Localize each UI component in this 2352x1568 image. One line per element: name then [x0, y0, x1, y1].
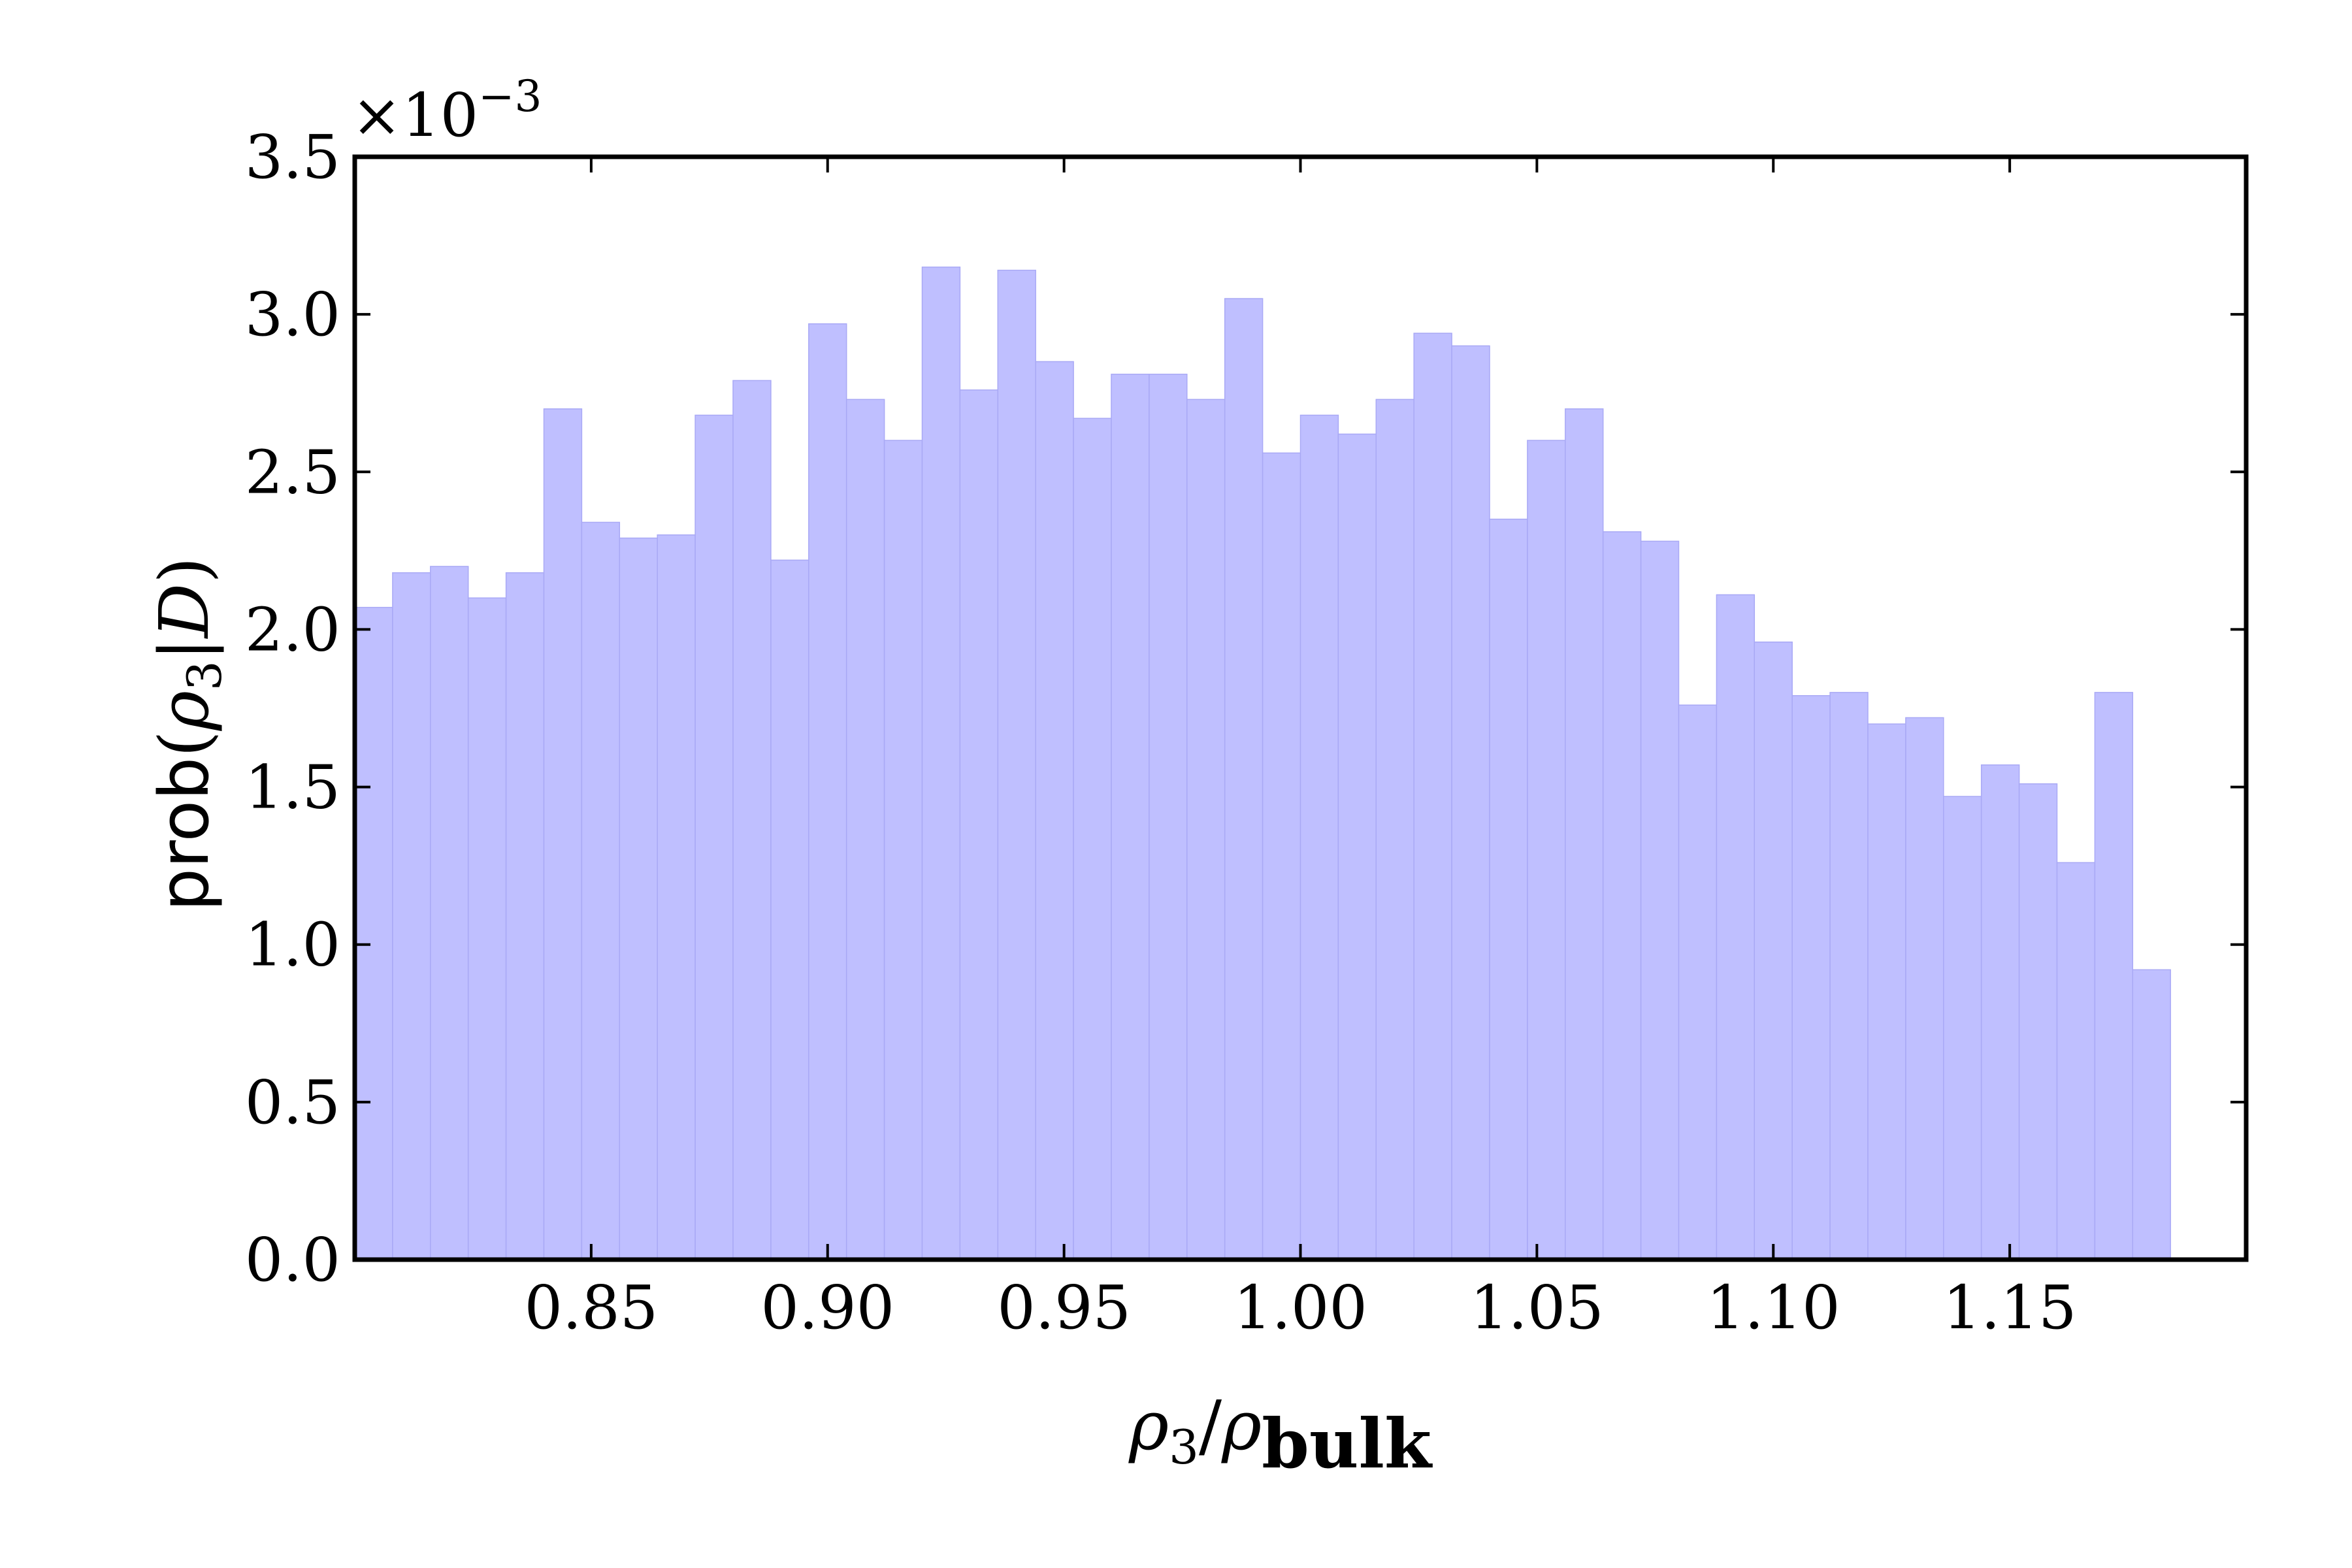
- y-tick-label: 0.0: [245, 1225, 340, 1295]
- histogram-bar: [1716, 594, 1756, 1260]
- histogram-bar: [1489, 518, 1528, 1260]
- histogram-bar: [921, 267, 961, 1260]
- histogram-bar: [1262, 452, 1301, 1260]
- histogram-bar: [1565, 408, 1604, 1260]
- histogram-bar: [430, 566, 469, 1260]
- histogram-bar: [1980, 764, 2020, 1260]
- histogram-bar: [354, 606, 393, 1260]
- histogram-bar: [1678, 704, 1718, 1260]
- histogram-bar: [1905, 717, 1944, 1260]
- histogram-bar: [543, 408, 583, 1260]
- histogram-bar: [1035, 361, 1074, 1260]
- y-tick-label: 2.5: [245, 437, 340, 507]
- histogram-bar: [732, 380, 772, 1260]
- histogram-bar: [1186, 399, 1226, 1260]
- x-tick-labels: 0.85 0.90 0.95 1.00 1.05 1.10 1.15: [524, 1273, 2076, 1343]
- histogram-bar: [1149, 374, 1188, 1260]
- histogram-bar: [770, 559, 809, 1260]
- histogram-bar: [1640, 540, 1680, 1260]
- histogram-bar: [1451, 345, 1490, 1260]
- histogram-bar: [694, 414, 734, 1260]
- x-tick-label: 0.90: [760, 1273, 894, 1343]
- y-axis-label: prob(ρ3|D): [144, 557, 232, 911]
- histogram-bar: [2132, 969, 2171, 1260]
- histogram-bar: [1111, 374, 1150, 1260]
- histogram-bar: [619, 537, 658, 1260]
- histogram-bar: [1527, 440, 1566, 1260]
- x-tick-label: 1.10: [1707, 1273, 1840, 1343]
- histogram-bar: [392, 572, 431, 1260]
- histogram-bar: [505, 572, 545, 1260]
- histogram-bar: [1413, 333, 1452, 1260]
- y-multiplier-exponent: −3: [478, 71, 542, 122]
- y-tick-label: 1.5: [245, 753, 340, 823]
- y-tick-labels: 0.0 0.5 1.0 1.5 2.0 2.5 3.0 3.5: [245, 122, 340, 1295]
- histogram-bar: [1829, 692, 1869, 1260]
- histogram-bar: [1791, 694, 1831, 1260]
- y-multiplier: ×10−3: [351, 71, 542, 150]
- histogram-bar: [1943, 796, 1982, 1260]
- y-tick-label: 2.0: [245, 595, 340, 664]
- y-tick-label: 1.0: [245, 910, 340, 980]
- histogram-bar: [467, 597, 507, 1260]
- histogram-bar: [997, 269, 1036, 1260]
- y-multiplier-base: ×10: [351, 80, 478, 150]
- x-tick-label: 1.00: [1233, 1273, 1367, 1343]
- histogram-bar: [1375, 399, 1414, 1260]
- x-tick-label: 0.85: [524, 1273, 658, 1343]
- bars-group: [354, 267, 2171, 1260]
- histogram-bar: [657, 534, 696, 1260]
- ticks-group: [355, 155, 2246, 1261]
- histogram-bar: [959, 389, 999, 1260]
- x-axis-label: ρ3/ρbulk: [1128, 1386, 1433, 1484]
- histogram-bar: [808, 323, 847, 1260]
- histogram-bar: [1337, 433, 1377, 1260]
- histogram-bar: [1073, 417, 1112, 1260]
- histogram-bar: [2056, 862, 2096, 1260]
- histogram-bar: [1867, 723, 1906, 1260]
- x-tick-label: 0.95: [997, 1273, 1131, 1343]
- x-tick-label: 1.05: [1470, 1273, 1604, 1343]
- y-tick-label: 3.5: [245, 122, 340, 192]
- histogram-bar: [1602, 531, 1642, 1260]
- histogram-bar: [1754, 641, 1793, 1260]
- y-tick-label: 3.0: [245, 280, 340, 350]
- histogram-bar: [2094, 692, 2134, 1260]
- histogram-bar: [2018, 783, 2058, 1260]
- histogram-bar: [1224, 298, 1264, 1260]
- y-tick-label: 0.5: [245, 1068, 340, 1137]
- histogram-bar: [883, 440, 923, 1260]
- x-tick-label: 1.15: [1943, 1273, 2077, 1343]
- histogram-bar: [845, 399, 885, 1260]
- histogram-bar: [581, 521, 621, 1260]
- histogram-bar: [1299, 414, 1339, 1260]
